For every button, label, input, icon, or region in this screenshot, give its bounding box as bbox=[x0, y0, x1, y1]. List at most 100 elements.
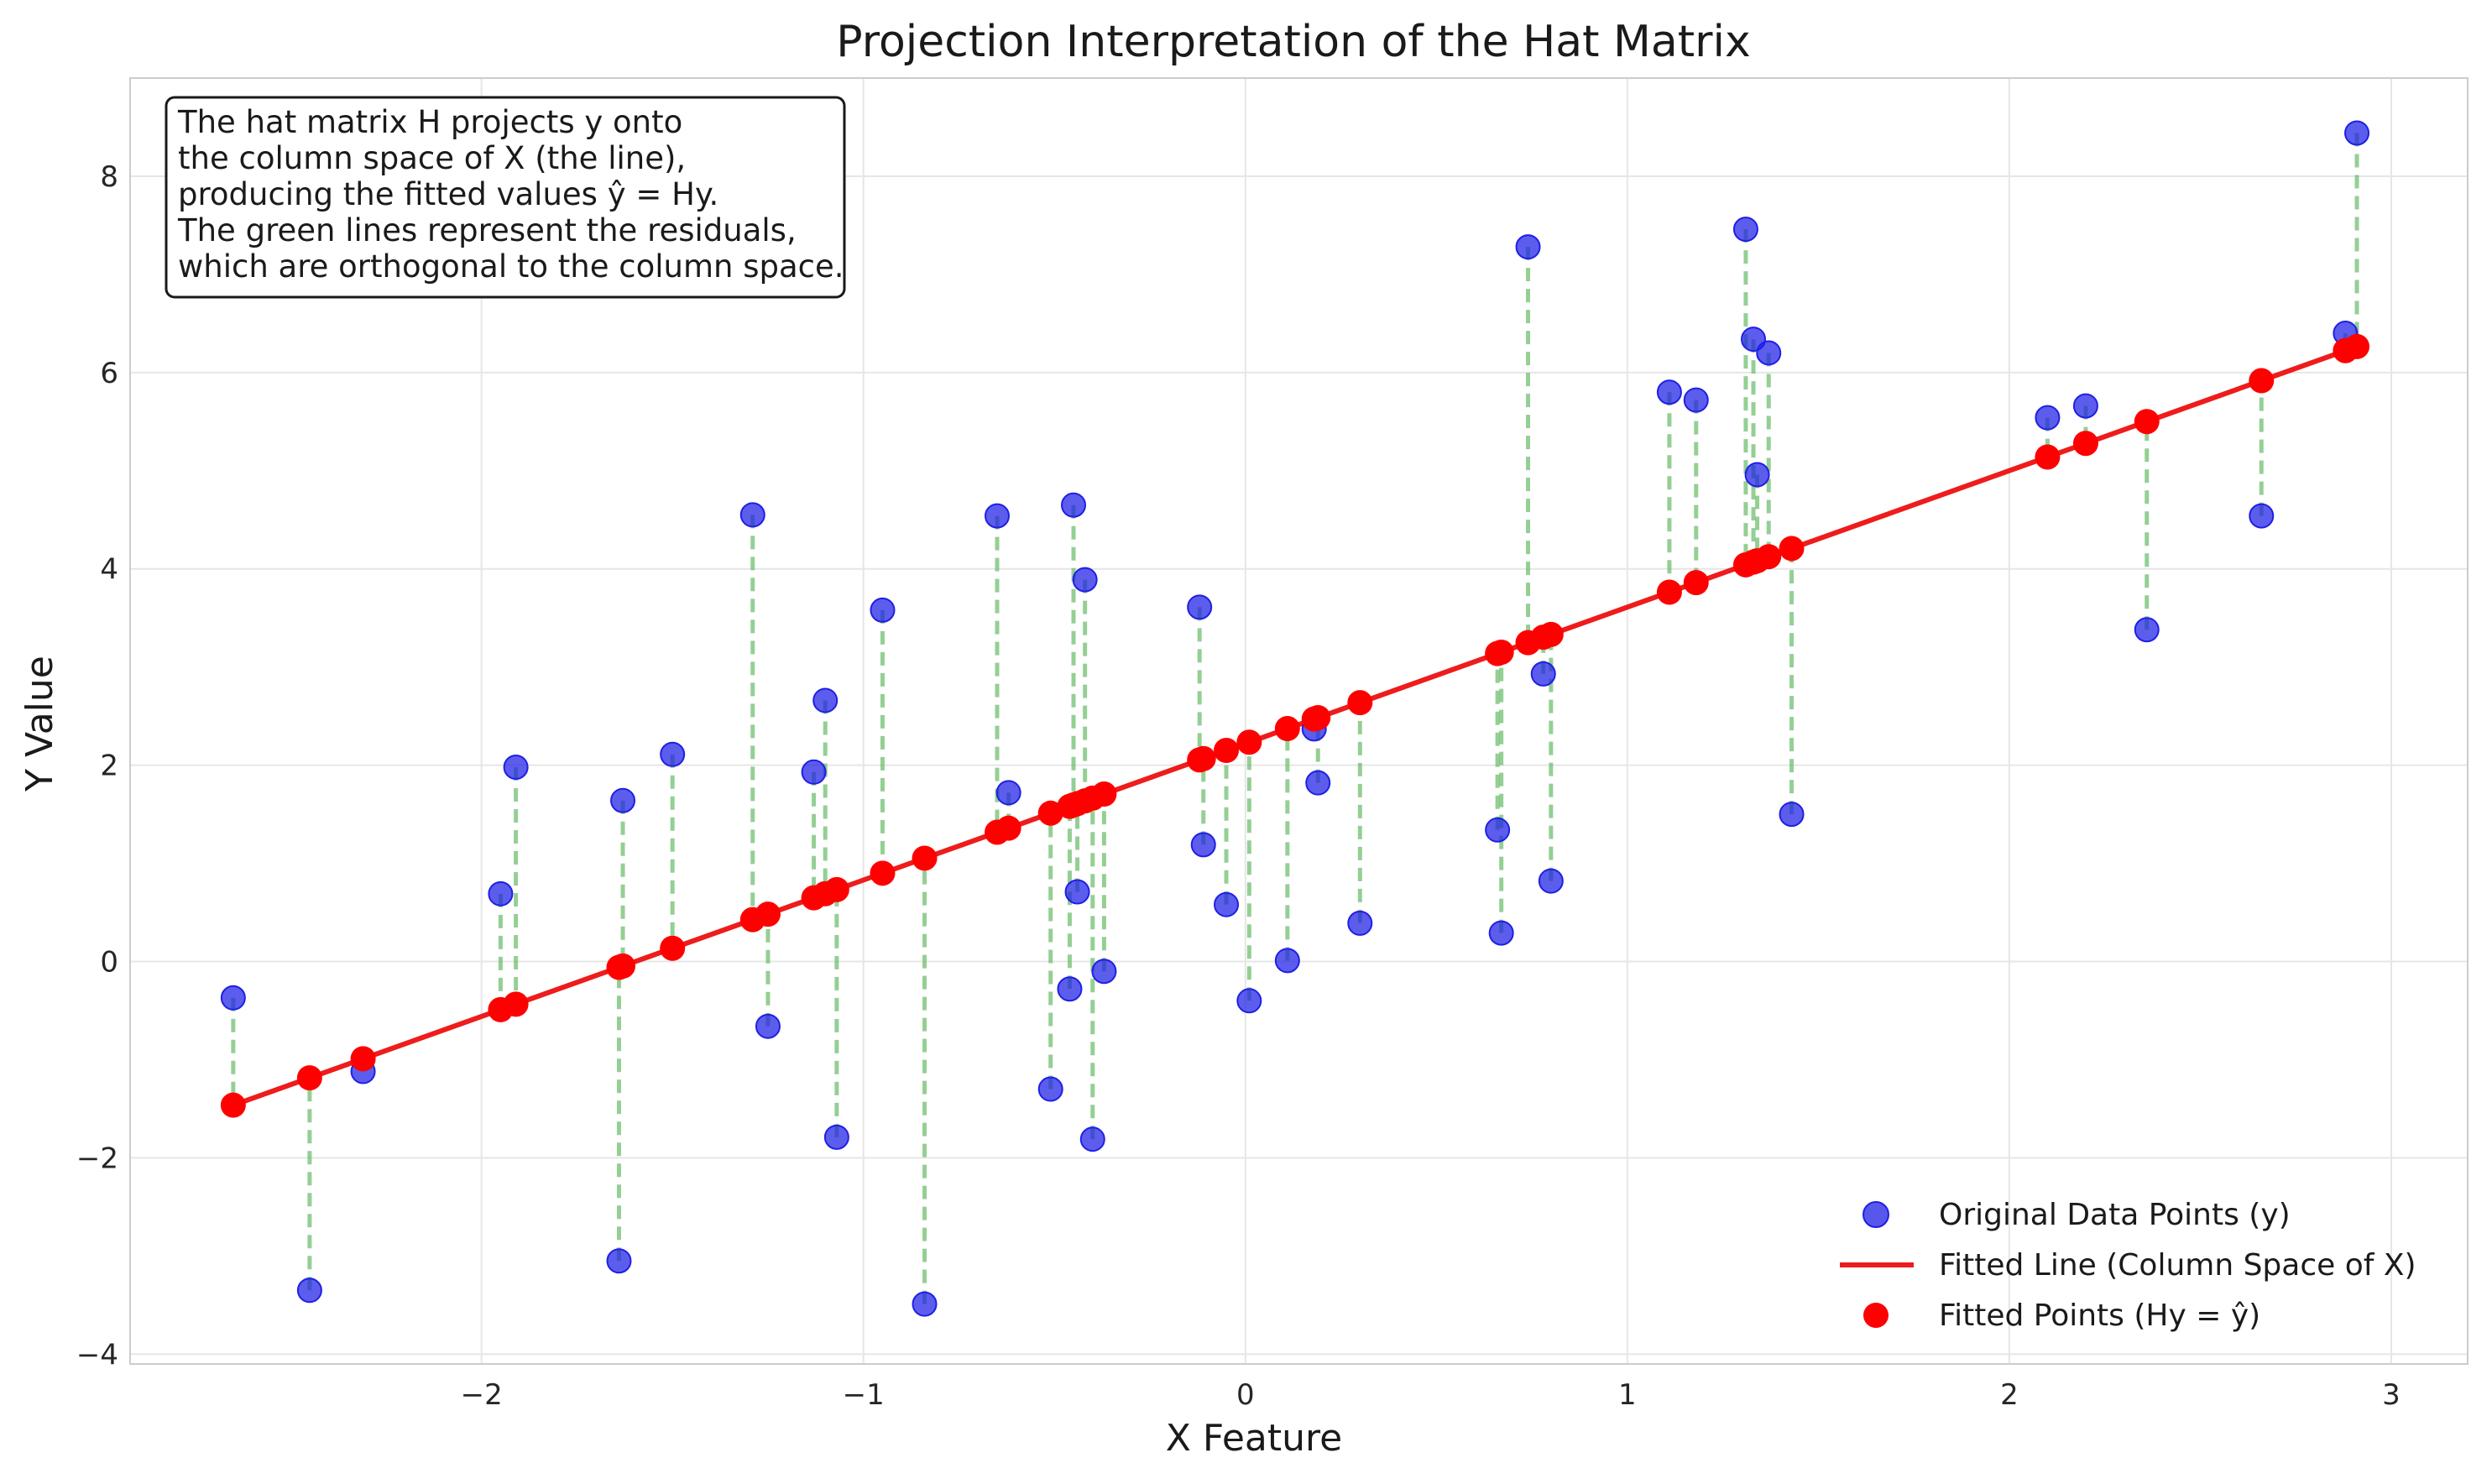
fitted-point bbox=[610, 953, 636, 979]
data-point bbox=[296, 1278, 322, 1304]
data-point bbox=[912, 1291, 938, 1317]
data-point bbox=[1485, 817, 1511, 843]
fitted-point bbox=[755, 901, 781, 928]
data-point bbox=[1072, 567, 1098, 593]
data-point bbox=[1305, 770, 1331, 796]
data-point bbox=[1079, 1126, 1105, 1152]
data-point bbox=[660, 741, 686, 767]
data-point bbox=[823, 1124, 849, 1150]
tick-labels: −2 −1 0 1 2 3 −4 −2 0 2 4 6 8 bbox=[76, 160, 2401, 1412]
y-tick-label: 8 bbox=[100, 160, 118, 194]
data-point bbox=[1488, 920, 1514, 946]
data-point bbox=[812, 687, 839, 713]
fitted-point bbox=[1538, 621, 1564, 647]
data-point bbox=[606, 1248, 632, 1274]
fitted-point bbox=[2344, 333, 2370, 359]
fitted-point bbox=[350, 1046, 376, 1072]
fitted-point bbox=[995, 815, 1021, 841]
data-point bbox=[1057, 976, 1083, 1002]
y-tick-label: 4 bbox=[100, 553, 118, 587]
data-point bbox=[1347, 910, 1373, 936]
fitted-point bbox=[2134, 409, 2160, 435]
fitted-point bbox=[2035, 444, 2061, 470]
data-point bbox=[220, 985, 246, 1011]
fitted-point bbox=[1091, 781, 1117, 807]
plot-frame bbox=[129, 77, 2468, 1365]
data-point bbox=[1656, 379, 1682, 405]
fitted-point bbox=[1779, 536, 1805, 562]
fitted-point bbox=[1656, 579, 1682, 605]
data-point bbox=[1515, 234, 1541, 260]
data-point bbox=[1683, 387, 1709, 413]
data-point bbox=[1187, 594, 1213, 620]
legend-marker-original bbox=[1862, 1201, 1889, 1228]
x-tick-label: 3 bbox=[2382, 1378, 2401, 1412]
fitted-point bbox=[1190, 745, 1216, 771]
data-point bbox=[610, 787, 636, 813]
data-point bbox=[1037, 1076, 1063, 1102]
data-point bbox=[2035, 405, 2061, 431]
data-point bbox=[1274, 948, 1300, 974]
y-tick-label: 0 bbox=[100, 946, 118, 980]
data-point bbox=[984, 503, 1010, 529]
data-point bbox=[2072, 393, 2098, 419]
data-point bbox=[1779, 802, 1805, 828]
data-point bbox=[995, 780, 1021, 806]
data-point bbox=[1236, 988, 1262, 1014]
y-tick-label: 6 bbox=[100, 357, 118, 390]
x-tick-label: 0 bbox=[1236, 1378, 1255, 1412]
fitted-points bbox=[220, 333, 2370, 1118]
annotation-frame bbox=[165, 96, 846, 299]
data-point bbox=[1744, 462, 1770, 488]
fitted-point bbox=[660, 935, 686, 961]
annotation-line: which are orthogonal to the column space… bbox=[178, 248, 844, 285]
fitted-point bbox=[1236, 729, 1262, 755]
data-point bbox=[1732, 217, 1758, 243]
fitted-point bbox=[1274, 716, 1300, 742]
data-point bbox=[503, 754, 529, 780]
annotation-line: The hat matrix H projects y onto bbox=[177, 104, 682, 140]
fitted-point bbox=[2249, 368, 2275, 394]
fitted-point bbox=[1037, 800, 1063, 826]
fitted-point bbox=[1347, 690, 1373, 716]
data-point bbox=[1756, 340, 1782, 366]
grid bbox=[130, 78, 2468, 1364]
data-point bbox=[739, 502, 765, 528]
annotation-line: the column space of X (the line), bbox=[178, 140, 686, 176]
fitted-point bbox=[220, 1092, 246, 1118]
data-point bbox=[755, 1013, 781, 1039]
fitted-point bbox=[1488, 639, 1514, 665]
data-point bbox=[801, 759, 827, 785]
legend-label-line: Fitted Line (Column Space of X) bbox=[1939, 1248, 2416, 1283]
legend-label-original: Original Data Points (y) bbox=[1939, 1198, 2291, 1232]
data-point bbox=[2344, 120, 2370, 146]
data-point bbox=[2249, 503, 2275, 529]
chart-title: Projection Interpretation of the Hat Mat… bbox=[836, 17, 1750, 67]
fitted-point bbox=[1305, 705, 1331, 731]
data-point bbox=[870, 597, 896, 623]
y-tick-label: −4 bbox=[76, 1338, 118, 1372]
data-point bbox=[1530, 661, 1556, 687]
legend: Original Data Points (y) Fitted Line (Co… bbox=[1840, 1198, 2416, 1333]
data-point bbox=[1538, 868, 1564, 894]
fitted-point bbox=[823, 876, 849, 902]
x-tick-label: 1 bbox=[1618, 1378, 1637, 1412]
x-tick-label: −2 bbox=[461, 1378, 503, 1412]
data-point bbox=[1190, 832, 1216, 858]
x-tick-label: −1 bbox=[843, 1378, 885, 1412]
data-point bbox=[1061, 492, 1087, 518]
fitted-point bbox=[2072, 431, 2098, 457]
annotation-line: The green lines represent the residuals, bbox=[177, 212, 797, 248]
legend-marker-fitted bbox=[1863, 1303, 1889, 1328]
data-point bbox=[1064, 879, 1090, 905]
y-tick-label: −2 bbox=[76, 1142, 118, 1175]
x-tick-label: 2 bbox=[2000, 1378, 2019, 1412]
annotation-line: producing the fitted values ŷ = Hy. bbox=[178, 176, 718, 212]
fitted-point bbox=[503, 991, 529, 1017]
legend-label-fitted: Fitted Points (Hy = ŷ) bbox=[1939, 1298, 2260, 1333]
fitted-point bbox=[1214, 738, 1240, 764]
data-point bbox=[1091, 959, 1117, 985]
fitted-point bbox=[870, 860, 896, 886]
fitted-point bbox=[912, 845, 938, 871]
